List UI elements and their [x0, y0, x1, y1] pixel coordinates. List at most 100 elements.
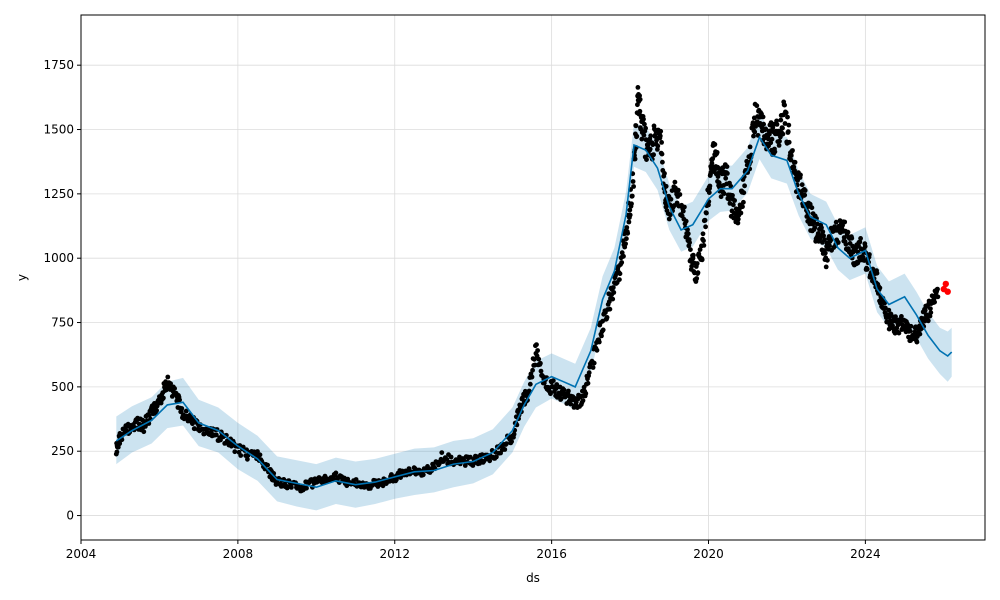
observed-point [735, 216, 741, 222]
observed-point [502, 447, 508, 452]
observed-point [548, 391, 553, 397]
observed-point [637, 108, 643, 114]
observed-point [530, 367, 535, 373]
observed-point [833, 219, 839, 225]
observed-point [666, 216, 672, 222]
observed-point [568, 401, 574, 407]
observed-point [623, 241, 628, 247]
observed-point [527, 381, 533, 387]
observed-point [660, 159, 665, 165]
observed-point [594, 347, 600, 353]
observed-point [712, 142, 718, 147]
observed-point [932, 299, 937, 305]
observed-point [630, 179, 636, 184]
observed-point [802, 192, 808, 198]
observed-point [610, 285, 616, 290]
x-tick-label: 2004 [66, 547, 97, 561]
observed-point [827, 243, 832, 249]
observed-point [669, 188, 675, 194]
observed-point [747, 144, 753, 150]
observed-point [877, 285, 883, 291]
observed-point [706, 190, 712, 196]
observed-point [782, 102, 787, 108]
observed-point [494, 454, 499, 460]
observed-point [629, 193, 635, 199]
observed-points-layer [113, 85, 941, 494]
observed-point [641, 116, 646, 122]
observed-point [639, 136, 645, 142]
observed-point [723, 175, 729, 181]
observed-point [631, 184, 636, 189]
observed-point [769, 136, 775, 142]
observed-point [726, 196, 732, 202]
observed-point [694, 261, 700, 266]
observed-point [580, 398, 586, 403]
observed-point [558, 396, 564, 402]
observed-point [821, 233, 826, 239]
observed-point [168, 381, 174, 386]
observed-point [585, 380, 591, 386]
observed-point [583, 391, 589, 396]
observed-point [845, 229, 851, 235]
observed-point [659, 140, 664, 145]
observed-point [141, 429, 147, 435]
observed-point [509, 439, 514, 444]
observed-point [637, 97, 643, 102]
y-tick-label: 1000 [43, 251, 74, 265]
observed-point [232, 449, 238, 455]
plot-frame [80, 14, 986, 541]
observed-point [177, 397, 183, 403]
observed-point [783, 110, 789, 116]
observed-point [619, 250, 625, 256]
observed-point [535, 348, 540, 353]
y-tick-label: 500 [51, 380, 74, 394]
observed-point [607, 306, 613, 312]
observed-point [699, 257, 705, 263]
observed-point [554, 382, 560, 387]
observed-point [659, 151, 665, 157]
observed-point [914, 339, 920, 345]
observed-point [147, 413, 152, 418]
observed-point [648, 133, 654, 139]
y-tick-label: 1500 [43, 123, 74, 137]
observed-point [624, 225, 630, 230]
observed-point [662, 171, 667, 176]
observed-point [819, 225, 824, 231]
observed-point [619, 260, 625, 265]
observed-point [752, 129, 758, 135]
observed-point [448, 454, 454, 460]
observed-point [842, 219, 848, 225]
observed-point [553, 386, 559, 391]
observed-point [751, 133, 756, 139]
observed-point [700, 231, 706, 237]
observed-point [843, 241, 849, 247]
observed-point [617, 271, 623, 277]
observed-point [633, 123, 639, 129]
x-tick-label: 2024 [850, 547, 881, 561]
observed-point [886, 307, 892, 313]
observed-point [635, 85, 641, 90]
observed-point [822, 250, 828, 256]
observed-point [785, 114, 790, 120]
observed-point [825, 257, 830, 263]
observed-point [823, 264, 829, 270]
observed-point [179, 406, 185, 411]
observed-point [862, 244, 868, 249]
observed-point [675, 187, 681, 193]
observed-point [183, 408, 189, 414]
observed-point [161, 395, 166, 401]
observed-point [822, 237, 827, 243]
observed-point [896, 330, 902, 336]
observed-point [668, 196, 674, 202]
y-tick-label: 250 [51, 444, 74, 458]
observed-point [550, 378, 556, 383]
x-tick-label: 2016 [536, 547, 567, 561]
recent-points-layer [940, 280, 951, 295]
observed-point [707, 183, 713, 189]
observed-point [754, 103, 760, 109]
observed-point [683, 218, 689, 224]
observed-point [691, 252, 696, 258]
observed-point [394, 477, 399, 483]
observed-point [265, 462, 270, 468]
observed-point [774, 122, 780, 127]
